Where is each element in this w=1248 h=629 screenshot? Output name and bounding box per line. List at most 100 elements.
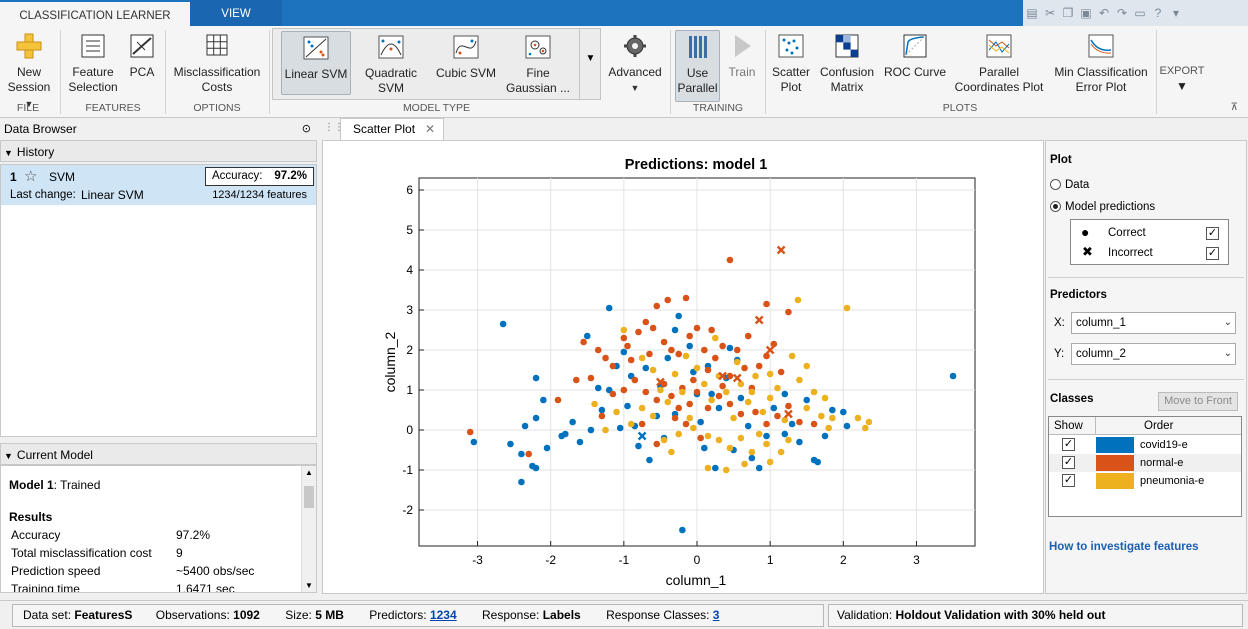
pca-button[interactable]: PCA [124, 30, 160, 102]
data-point-pneumonia-e [602, 426, 609, 434]
show-class-checkbox[interactable]: ✓ [1062, 456, 1075, 469]
data-point-covid19-e [781, 430, 789, 438]
move-to-front-button[interactable]: Move to Front [1158, 392, 1238, 411]
results-row: Total misclassification cost 9 [11, 546, 301, 564]
data-point-covid19-e [529, 462, 536, 470]
use-parallel-button[interactable]: Use Parallel [675, 30, 720, 102]
how-to-investigate-link[interactable]: How to investigate features [1049, 541, 1199, 553]
model-predictions-radio[interactable]: Model predictions [1050, 201, 1155, 213]
star-icon[interactable]: ☆ [24, 168, 38, 185]
result-key: Prediction speed [11, 564, 101, 578]
data-point-covid19-e [737, 394, 745, 402]
last-change-value: Linear SVM [81, 188, 144, 202]
class-row-pneumonia[interactable]: ✓ pneumonia-e [1049, 472, 1241, 490]
new-session-button[interactable]: New Session ▼ [4, 30, 54, 109]
vertical-scrollbar[interactable]: ▲ ▼ [301, 466, 316, 592]
export-button[interactable]: EXPORT ▼ [1158, 64, 1206, 136]
data-point-normal-e [572, 376, 580, 384]
data-point-pneumonia-e [715, 436, 723, 444]
data-point-pneumonia-e [821, 394, 829, 402]
quadratic-svm-button[interactable]: Quadratic SVM [355, 31, 427, 103]
close-icon[interactable]: ✕ [424, 122, 435, 136]
current-model-section-header[interactable]: ▼ Current Model [0, 443, 317, 465]
scatter-plot-button[interactable]: Scatter Plot [768, 30, 814, 102]
scatter-plot-chart[interactable]: Predictions: model 1 -3 -2 -1 0 1 2 3 -2 -1 0 1 2 3 4… [323, 141, 1043, 593]
save-icon[interactable]: ▤ [1026, 6, 1038, 20]
cut-icon[interactable]: ✂ [1044, 6, 1056, 20]
x-predictor-select[interactable]: column_1 ⌄ [1071, 312, 1236, 334]
incorrect-checkbox[interactable]: ✓ [1206, 247, 1219, 260]
show-class-checkbox[interactable]: ✓ [1062, 474, 1075, 487]
cubic-svm-label: Cubic SVM [435, 66, 497, 80]
model-history-item[interactable]: 1 ☆ SVM Accuracy: 97.2% Last change: Lin… [1, 165, 316, 205]
parallel-coordinates-button[interactable]: Parallel Coordinates Plot [952, 30, 1046, 102]
incorrect-point-normal-e [776, 245, 786, 255]
advanced-button[interactable]: Advanced ▼ [604, 30, 666, 102]
data-point-normal-e [697, 434, 704, 442]
data-point-pneumonia-e [620, 326, 628, 334]
data-point-covid19-e [664, 354, 672, 362]
cubic-svm-icon [453, 35, 479, 59]
data-point-pneumonia-e [613, 408, 620, 416]
data-point-covid19-e [686, 342, 693, 350]
incorrect-point-normal-e [656, 377, 665, 387]
tab-view[interactable]: VIEW [190, 0, 282, 26]
data-point-covid19-e [620, 348, 628, 356]
data-point-covid19-e [624, 402, 631, 410]
data-point-normal-e [635, 328, 642, 336]
parallel-coordinates-label: Parallel Coordinates Plot [954, 65, 1044, 94]
window-icon[interactable]: ▭ [1134, 6, 1146, 20]
tab-classification-learner[interactable]: CLASSIFICATION LEARNER [0, 0, 190, 26]
collapse-ribbon-icon[interactable]: ⊼ [1230, 102, 1238, 113]
panel-menu-icon[interactable]: ⊙ [301, 123, 311, 135]
gallery-expand-button[interactable]: ▼ [579, 29, 601, 99]
min-classification-error-button[interactable]: Min Classification Error Plot [1050, 30, 1152, 102]
misclassification-costs-button[interactable]: Misclassification Costs [170, 30, 264, 102]
filled-dot-icon: ● [1081, 224, 1090, 240]
paste-icon[interactable]: ▣ [1080, 6, 1092, 20]
predictors-label: Predictors: [369, 608, 427, 622]
data-point-pneumonia-e [686, 414, 693, 422]
cubic-svm-button[interactable]: Cubic SVM [431, 31, 501, 103]
plot-heading: Plot [1050, 154, 1072, 166]
feature-selection-button[interactable]: Feature Selection [66, 30, 120, 102]
help-icon[interactable]: ? [1154, 6, 1162, 20]
confusion-matrix-button[interactable]: Confusion Matrix [818, 30, 876, 102]
scroll-down-icon[interactable]: ▼ [305, 581, 313, 590]
copy-icon[interactable]: ❐ [1062, 6, 1074, 20]
result-key: Accuracy [11, 528, 61, 542]
class-color-swatch [1096, 455, 1134, 471]
show-class-checkbox[interactable]: ✓ [1062, 438, 1075, 451]
roc-curve-button[interactable]: ROC Curve [880, 30, 950, 102]
class-row-covid19[interactable]: ✓ covid19-e [1049, 436, 1241, 454]
y-predictor-select[interactable]: column_2 ⌄ [1071, 343, 1236, 365]
data-point-covid19-e [521, 422, 529, 430]
scroll-up-icon[interactable]: ▲ [305, 468, 313, 477]
data-point-pneumonia-e [668, 448, 675, 456]
data-radio[interactable]: Data [1050, 179, 1089, 191]
tab-scatter-plot[interactable]: Scatter Plot ✕ [340, 118, 444, 140]
predictors-link[interactable]: 1234 [429, 608, 457, 622]
undo-icon[interactable]: ↶ [1098, 6, 1110, 20]
correct-checkbox[interactable]: ✓ [1206, 227, 1219, 240]
prediction-markers-box: ● Correct ✓ ✖ Incorrect ✓ [1070, 219, 1229, 265]
response-classes-link[interactable]: 3 [712, 608, 720, 622]
data-point-pneumonia-e [737, 380, 745, 388]
result-value: ~5400 obs/sec [176, 564, 255, 578]
train-button[interactable]: Train [724, 30, 760, 102]
redo-icon[interactable]: ↷ [1116, 6, 1128, 20]
grip-icon[interactable]: ⋮⋮ [324, 122, 344, 133]
linear-svm-button[interactable]: Linear SVM [281, 31, 351, 95]
data-point-covid19-e [583, 332, 591, 340]
history-section-header[interactable]: ▼ History [0, 140, 317, 162]
class-row-normal[interactable]: ✓ normal-e [1049, 454, 1241, 472]
scrollbar-thumb[interactable] [304, 486, 314, 508]
response-classes-label: Response Classes: [606, 608, 710, 622]
minimize-ribbon-icon[interactable]: ▾ [1172, 6, 1180, 20]
data-point-normal-e [668, 392, 675, 400]
size-value: 5 MB [315, 608, 344, 622]
fine-gaussian-button[interactable]: Fine Gaussian ... [505, 31, 571, 103]
y-tick-label: 6 [406, 183, 413, 197]
document-tabbar: ⋮⋮ Scatter Plot ✕ [322, 118, 1044, 140]
data-point-covid19-e [507, 440, 514, 448]
